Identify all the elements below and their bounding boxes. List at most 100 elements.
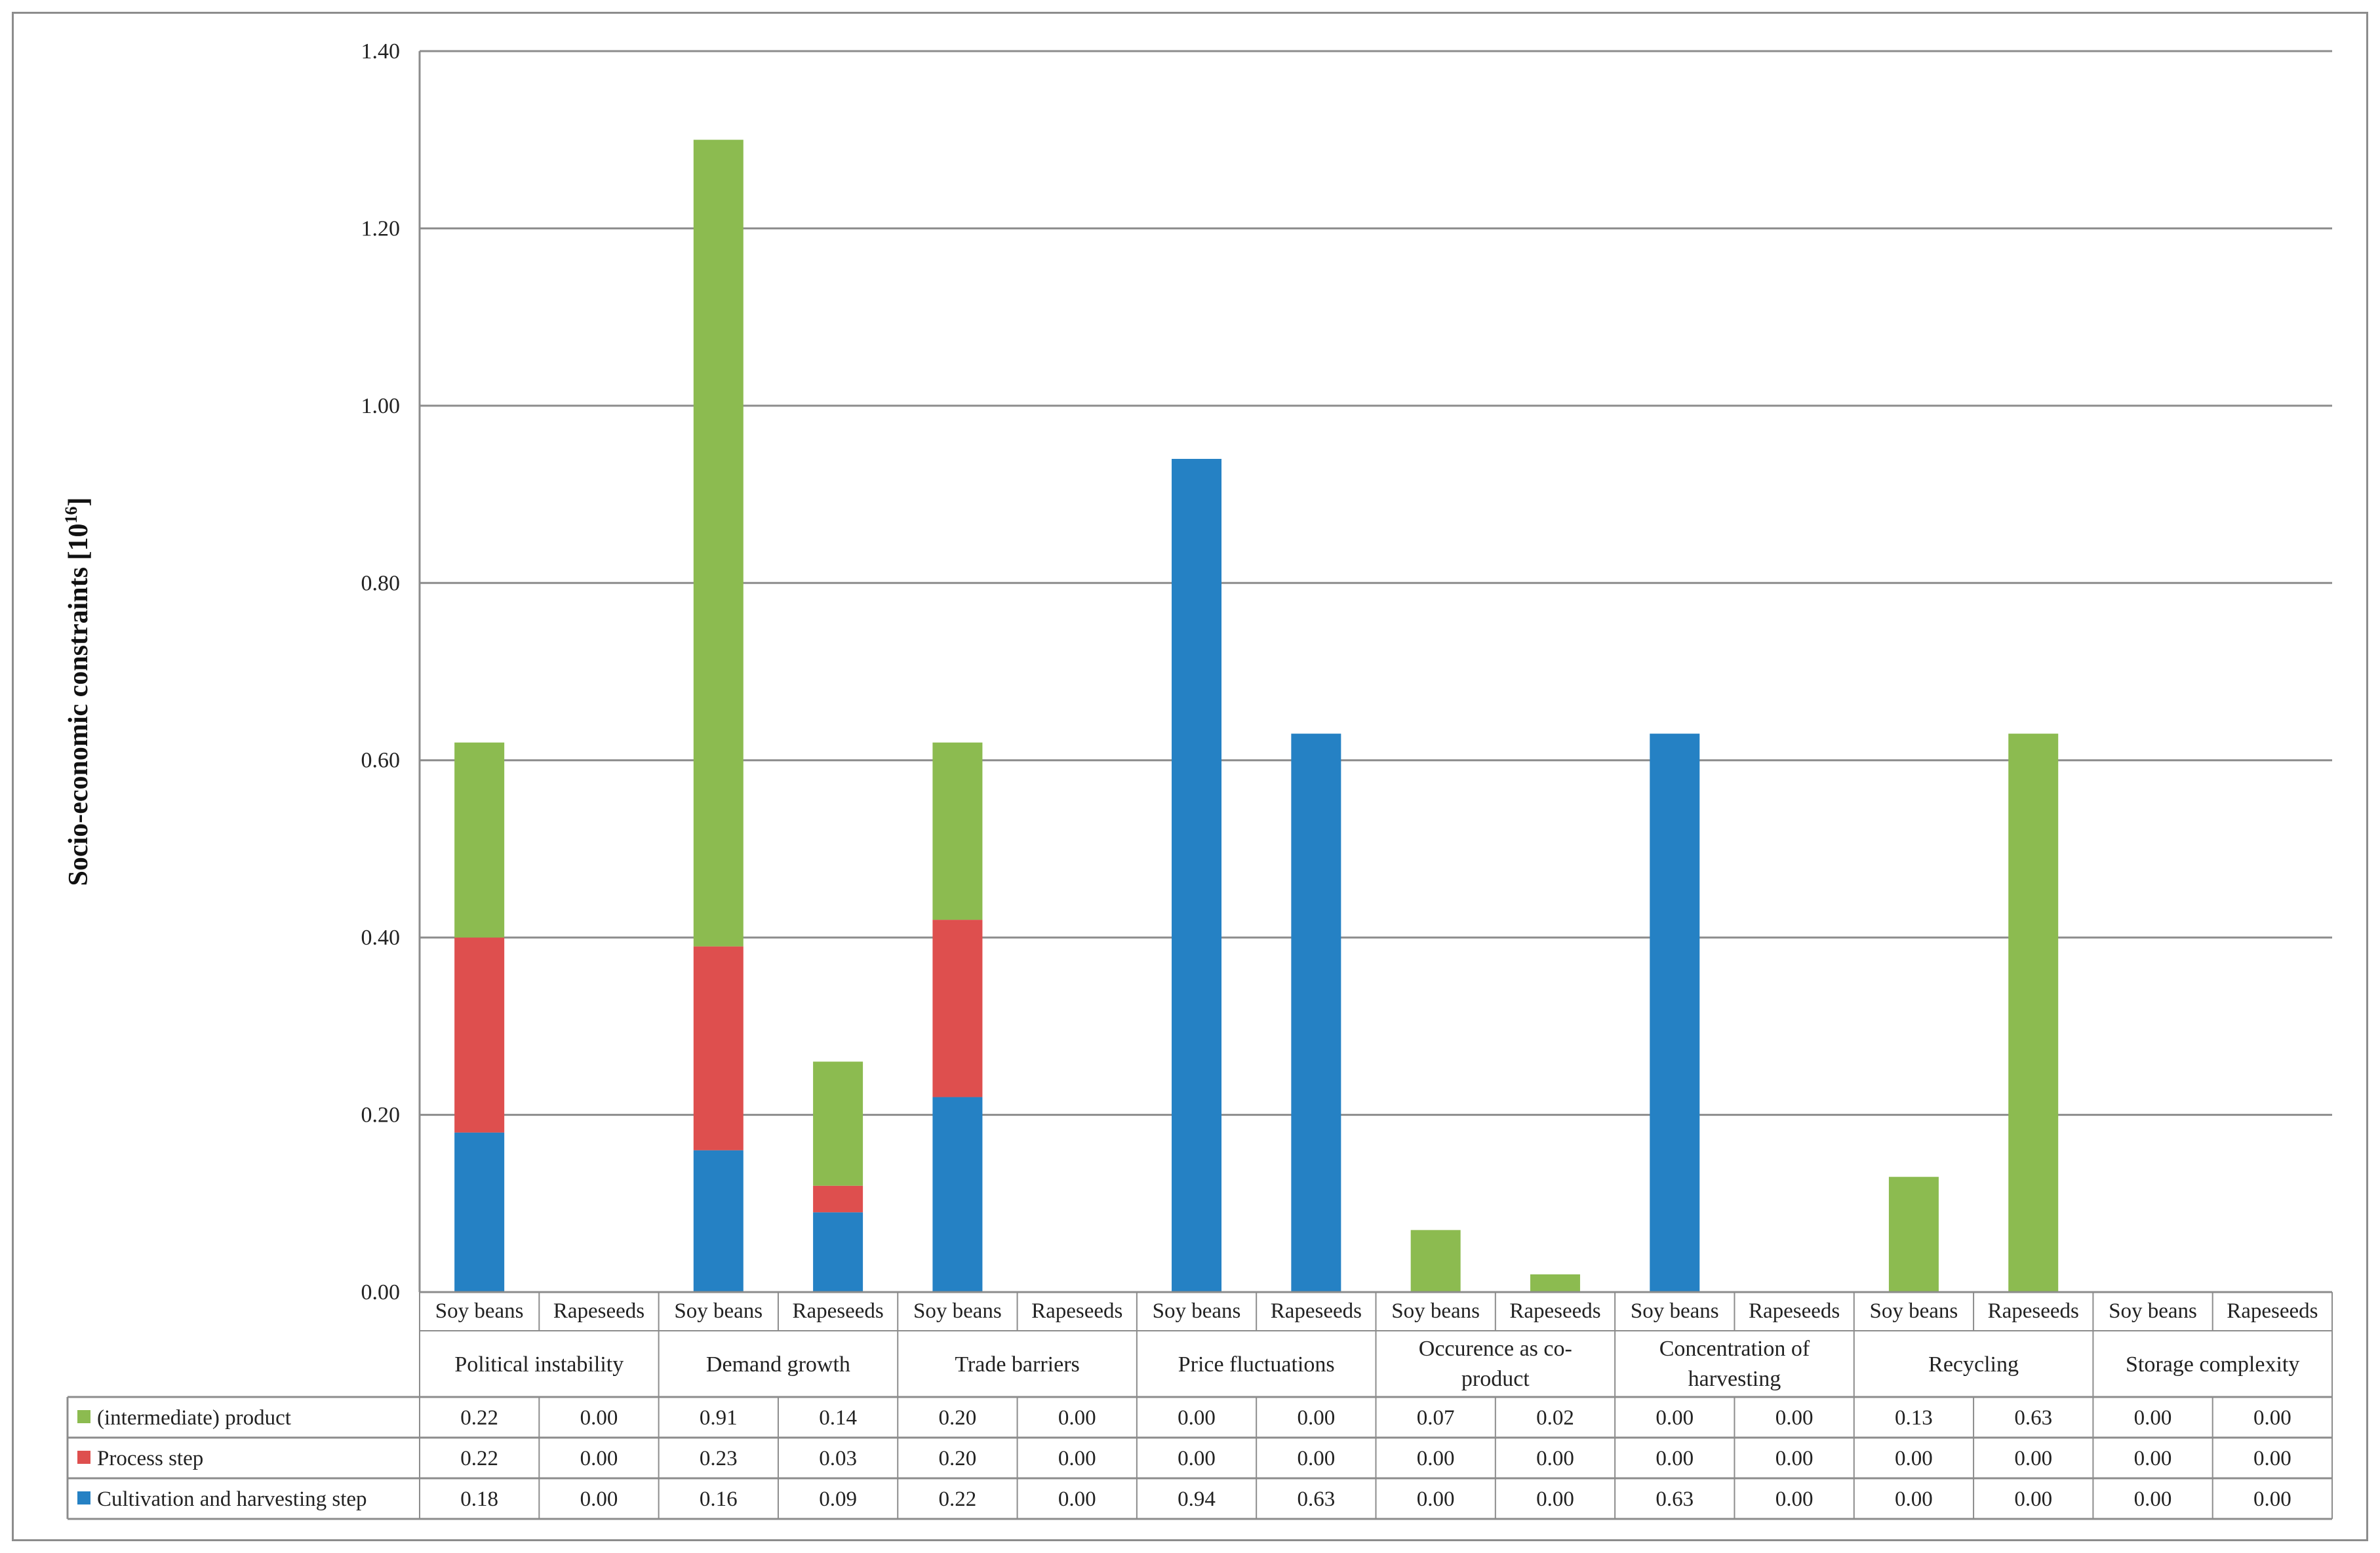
- data-label: 0.00: [1178, 1406, 1216, 1430]
- data-label: 0.00: [2134, 1406, 2172, 1430]
- chart-frame: [12, 12, 2368, 1541]
- subcategory-label: Soy beans: [1631, 1299, 1719, 1323]
- group-label: Trade barriers: [955, 1352, 1079, 1377]
- data-label: 0.00: [1895, 1487, 1933, 1511]
- data-label: 0.00: [2253, 1406, 2291, 1430]
- data-label: 0.00: [1536, 1447, 1574, 1470]
- data-label: 0.09: [819, 1487, 857, 1511]
- data-label: 0.20: [939, 1447, 977, 1470]
- data-label: 0.00: [2134, 1487, 2172, 1511]
- data-label: 0.00: [2253, 1487, 2291, 1511]
- data-label: 0.22: [460, 1406, 498, 1430]
- data-label: 0.00: [2014, 1447, 2052, 1470]
- subcategory-label: Rapeseeds: [1031, 1299, 1122, 1323]
- subcategory-label: Rapeseeds: [1988, 1299, 2079, 1323]
- subcategory-label: Soy beans: [435, 1299, 524, 1323]
- bar-segment-process-step: [693, 946, 744, 1150]
- legend-label: Cultivation and harvesting step: [97, 1487, 367, 1511]
- data-label: 0.00: [1417, 1487, 1455, 1511]
- data-label: 0.00: [2014, 1487, 2052, 1511]
- bar-segment-intermediate-product: [932, 742, 983, 920]
- y-axis-title-text: Socio-economic constraints [10: [64, 524, 94, 886]
- data-label: 0.18: [460, 1487, 498, 1511]
- subcategory-label: Rapeseeds: [553, 1299, 645, 1323]
- y-tick-label: 1.20: [361, 216, 401, 241]
- bar-segment-intermediate-product: [1530, 1274, 1580, 1292]
- y-tick-label: 1.00: [361, 394, 401, 418]
- data-label: 0.00: [1297, 1447, 1335, 1470]
- data-label: 0.22: [460, 1447, 498, 1470]
- subcategory-label: Rapeseeds: [2227, 1299, 2318, 1323]
- group-label: product: [1461, 1367, 1530, 1391]
- group-label: Concentration of: [1659, 1337, 1810, 1361]
- y-tick-label: 1.40: [361, 39, 401, 64]
- data-label: 0.00: [580, 1447, 618, 1470]
- y-tick-label: 0.80: [361, 571, 401, 595]
- bar-segment-intermediate-product: [693, 140, 744, 947]
- data-label: 0.00: [1297, 1406, 1335, 1430]
- data-label: 0.00: [1775, 1406, 1814, 1430]
- data-label: 0.63: [2014, 1406, 2052, 1430]
- subcategory-label: Soy beans: [674, 1299, 763, 1323]
- data-label: 0.63: [1297, 1487, 1335, 1511]
- data-label: 0.00: [580, 1406, 618, 1430]
- bar-segment-process-step: [454, 937, 505, 1133]
- data-label: 0.14: [819, 1406, 857, 1430]
- data-label: 0.03: [819, 1447, 857, 1470]
- subcategory-label: Soy beans: [2109, 1299, 2197, 1323]
- data-label: 0.00: [1536, 1487, 1574, 1511]
- subcategory-label: Soy beans: [1153, 1299, 1241, 1323]
- group-label: harvesting: [1688, 1367, 1781, 1391]
- y-axis-title-suffix: ]: [64, 498, 94, 507]
- bar-segment-intermediate-product: [2008, 734, 2059, 1292]
- subcategory-label: Rapeseeds: [792, 1299, 883, 1323]
- data-label: 0.00: [1895, 1447, 1933, 1470]
- y-axis-title: Socio-economic constraints [1016]: [62, 498, 94, 886]
- bar-segment-intermediate-product: [813, 1061, 863, 1186]
- data-label: 0.00: [1656, 1447, 1694, 1470]
- y-tick-label: 0.60: [361, 749, 401, 773]
- subcategory-label: Soy beans: [1391, 1299, 1480, 1323]
- bar-segment-process-step: [813, 1185, 863, 1213]
- y-tick-label: 0.20: [361, 1103, 401, 1128]
- bar-segment-cultivation-and-harvesting-step: [1172, 458, 1222, 1292]
- group-label: Storage complexity: [2126, 1352, 2299, 1377]
- data-label: 0.20: [939, 1406, 977, 1430]
- data-label: 0.16: [700, 1487, 738, 1511]
- subcategory-label: Rapeseeds: [1749, 1299, 1840, 1323]
- data-label: 0.13: [1895, 1406, 1933, 1430]
- legend-key: [77, 1451, 90, 1464]
- bar-segment-process-step: [932, 920, 983, 1097]
- legend-key: [77, 1491, 90, 1504]
- data-label: 0.00: [580, 1487, 618, 1511]
- group-label: Recycling: [1928, 1352, 2019, 1377]
- data-label: 0.00: [1058, 1447, 1096, 1470]
- bar-segment-cultivation-and-harvesting-step: [813, 1212, 863, 1292]
- data-label: 0.00: [1656, 1406, 1694, 1430]
- data-label: 0.94: [1178, 1487, 1216, 1511]
- data-label: 0.00: [1058, 1406, 1096, 1430]
- data-label: 0.91: [700, 1406, 738, 1430]
- legend-label: (intermediate) product: [97, 1406, 291, 1430]
- data-label: 0.00: [1775, 1447, 1814, 1470]
- data-label: 0.63: [1656, 1487, 1694, 1511]
- data-label: 0.22: [939, 1487, 977, 1511]
- data-label: 0.00: [1775, 1487, 1814, 1511]
- data-label: 0.00: [1417, 1447, 1455, 1470]
- subcategory-label: Rapeseeds: [1509, 1299, 1600, 1323]
- y-tick-label: 0.00: [361, 1280, 401, 1305]
- group-label: Occurence as co-: [1419, 1337, 1572, 1361]
- y-axis-title-superscript: 16: [62, 507, 81, 524]
- bar-segment-intermediate-product: [1888, 1177, 1939, 1292]
- data-label: 0.00: [1058, 1487, 1096, 1511]
- bar-segment-cultivation-and-harvesting-step: [1650, 734, 1700, 1292]
- data-label: 0.23: [700, 1447, 738, 1470]
- bar-segment-intermediate-product: [454, 742, 505, 938]
- group-label: Demand growth: [706, 1352, 850, 1377]
- legend-label: Process step: [97, 1447, 203, 1470]
- data-label: 0.00: [2253, 1447, 2291, 1470]
- bar-segment-cultivation-and-harvesting-step: [454, 1132, 505, 1292]
- subcategory-label: Soy beans: [1870, 1299, 1958, 1323]
- subcategory-label: Soy beans: [913, 1299, 1002, 1323]
